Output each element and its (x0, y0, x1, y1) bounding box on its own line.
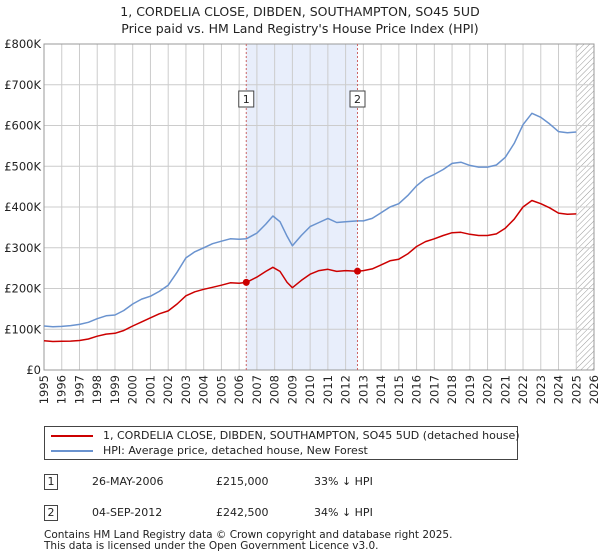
x-tick-label: 2015 (392, 375, 406, 404)
sale-date: 26-MAY-2006 (92, 475, 164, 488)
x-tick-label: 2020 (481, 375, 495, 404)
y-tick-label: £300K (4, 241, 41, 255)
x-tick-label: 2003 (179, 375, 193, 404)
legend-swatch-property (51, 435, 93, 437)
x-tick-label: 2016 (410, 375, 424, 404)
sale-date: 04-SEP-2012 (92, 506, 163, 519)
x-tick-label: 2007 (250, 375, 264, 404)
x-tick-label: 2025 (569, 375, 583, 404)
x-tick-label: 2009 (285, 375, 299, 404)
plot-frame (43, 43, 595, 371)
x-tick-label: 2010 (303, 375, 317, 404)
y-tick-label: £200K (4, 282, 41, 296)
legend-swatch-hpi (51, 450, 93, 452)
sale-label-number: 1 (243, 93, 250, 106)
x-tick-label: 2022 (516, 375, 530, 404)
sale-hpi-diff: 34% ↓ HPI (314, 506, 373, 519)
x-tick-label: 1996 (55, 375, 69, 404)
x-tick-label: 2000 (126, 375, 140, 404)
price-chart: £0 £100K £200K £300K £400K £500K £600K £700K £80… (4, 37, 600, 404)
y-tick-label: £800K (4, 37, 41, 51)
x-tick-label: 2018 (445, 375, 459, 404)
x-tick-label: 1997 (72, 375, 86, 404)
sale-price: £242,500 (216, 506, 269, 519)
sale-marker-badge: 2 (44, 505, 58, 521)
sale-point (242, 278, 250, 286)
footer-line2: This data is licensed under the Open Gov… (44, 540, 379, 552)
sale-point (354, 267, 361, 275)
x-tick-label: 1999 (108, 375, 122, 404)
x-tick-label: 2026 (587, 375, 600, 404)
x-tick-label: 2001 (143, 375, 157, 404)
x-tick-label: 1998 (90, 375, 104, 404)
chart-title-line1: 1, CORDELIA CLOSE, DIBDEN, SOUTHAMPTON, … (120, 4, 480, 19)
x-tick-label: 2004 (197, 375, 211, 404)
x-tick-label: 2017 (427, 375, 441, 404)
x-tick-label: 2021 (498, 375, 512, 404)
y-tick-label: £500K (4, 159, 41, 173)
chart-title: 1, CORDELIA CLOSE, DIBDEN, SOUTHAMPTON, … (0, 3, 600, 37)
property-series-line (43, 199, 577, 343)
x-tick-label: 2013 (356, 375, 370, 404)
chart-legend: 1, CORDELIA CLOSE, DIBDEN, SOUTHAMPTON, … (44, 426, 520, 460)
x-tick-label: 2006 (232, 375, 246, 404)
footer-line1: Contains HM Land Registry data © Crown c… (44, 529, 453, 541)
x-tick-label: 2005 (214, 375, 228, 404)
x-tick-label: 2008 (268, 375, 282, 404)
sale-label-box (349, 90, 366, 108)
x-tick-label: 2023 (534, 375, 548, 404)
y-tick-label: £0 (26, 363, 41, 377)
y-tick-label: £100K (4, 322, 41, 336)
x-tick-label: 2012 (339, 375, 353, 404)
x-tick-label: 2002 (161, 375, 175, 404)
sale-label-number: 2 (354, 93, 361, 106)
sale-price: £215,000 (216, 475, 269, 488)
sale-label-box (238, 90, 255, 108)
y-tick-label: £400K (4, 200, 41, 214)
x-tick-label: 2024 (552, 375, 566, 404)
chart-title-line2: Price paid vs. HM Land Registry's House … (121, 21, 479, 36)
x-tick-label: 2014 (374, 375, 388, 404)
x-tick-label: 2011 (321, 375, 335, 404)
y-tick-label: £600K (4, 119, 41, 133)
sale-marker-badge: 1 (44, 474, 58, 490)
footer-attribution: Contains HM Land Registry data © Crown c… (44, 530, 452, 552)
sale-hpi-diff: 33% ↓ HPI (314, 475, 373, 488)
legend-label-property: 1, CORDELIA CLOSE, DIBDEN, SOUTHAMPTON, … (103, 429, 520, 442)
x-tick-label: 2019 (463, 375, 477, 404)
x-tick-label: 1995 (37, 375, 51, 404)
hpi-series-line (43, 112, 577, 328)
y-tick-label: £700K (4, 78, 41, 92)
legend-label-hpi: HPI: Average price, detached house, New … (103, 444, 368, 457)
